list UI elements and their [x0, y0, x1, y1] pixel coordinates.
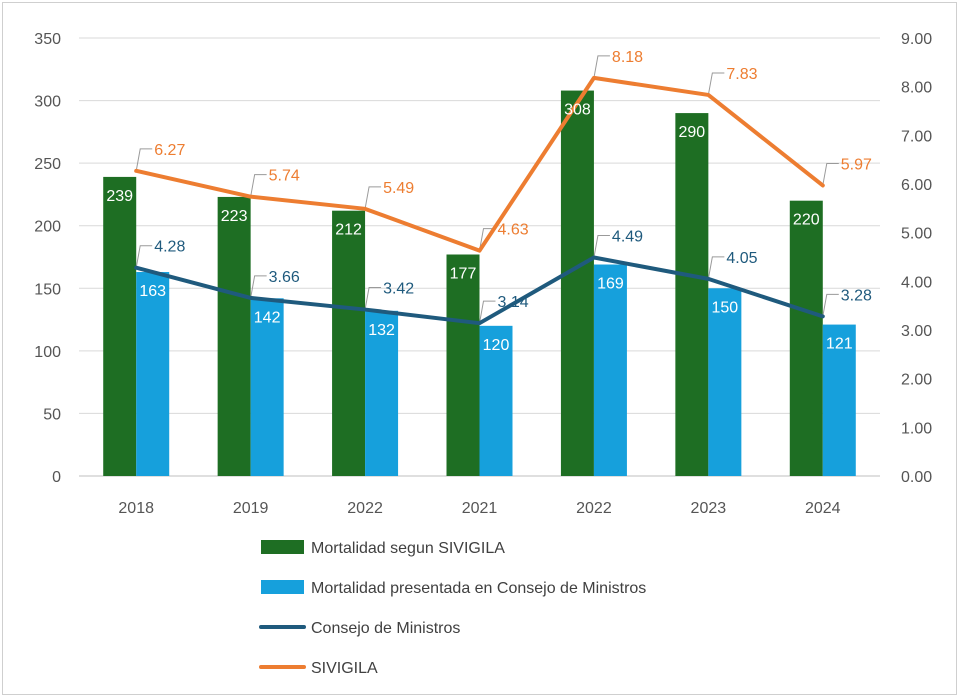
- left-tick-label: 100: [34, 344, 61, 361]
- leader-line: [250, 275, 267, 298]
- bar-data-label: 223: [221, 208, 248, 225]
- line-data-label: 8.18: [612, 49, 643, 66]
- bar-data-label: 239: [106, 188, 133, 205]
- line-data-label: 4.63: [498, 222, 529, 239]
- data-labels: 239 223 212 177 308 290 220 163 142 132 120 169 150 1…: [106, 49, 872, 354]
- left-tick-label: 200: [34, 219, 61, 236]
- left-tick-label: 350: [34, 31, 61, 48]
- line-data-label: 6.27: [154, 142, 185, 159]
- x-tick-label: 2024: [805, 500, 841, 517]
- leader-line: [250, 174, 267, 197]
- bar: [446, 254, 480, 476]
- line-data-label: 7.83: [726, 66, 757, 83]
- right-tick-label: 8.00: [901, 80, 932, 97]
- legend-swatch: [261, 540, 304, 554]
- left-axis: 0 50 100 150 200 250 300 350: [34, 31, 61, 486]
- leader-line: [707, 256, 725, 279]
- bar-data-label: 177: [450, 265, 477, 282]
- bar: [250, 298, 284, 476]
- right-tick-label: 4.00: [901, 274, 932, 291]
- line-data-label: 5.74: [269, 168, 300, 185]
- bar-data-label: 308: [564, 102, 591, 119]
- right-tick-label: 2.00: [901, 372, 932, 389]
- leader-lines: [135, 55, 839, 324]
- legend-swatch: [261, 580, 304, 594]
- left-tick-label: 150: [34, 281, 61, 298]
- leader-line: [364, 186, 382, 209]
- leader-line: [479, 300, 496, 324]
- x-tick-label: 2018: [118, 500, 154, 517]
- bar-data-label: 142: [254, 309, 281, 326]
- right-tick-label: 0.00: [901, 469, 932, 486]
- bar-data-label: 121: [826, 336, 853, 353]
- leader-line: [822, 293, 839, 317]
- left-tick-label: 300: [34, 94, 61, 111]
- right-tick-label: 5.00: [901, 226, 932, 243]
- leader-line: [707, 72, 725, 96]
- x-tick-label: 2022: [347, 500, 383, 517]
- line-data-label: 4.05: [726, 250, 757, 267]
- leader-line: [593, 234, 610, 258]
- legend-entry: SIVIGILA: [311, 660, 378, 677]
- line-data-label: 5.97: [841, 156, 872, 173]
- right-tick-label: 7.00: [901, 128, 932, 145]
- series-line: [134, 255, 825, 326]
- legend-entry: Mortalidad presentada en Consejo de Mini…: [311, 580, 646, 597]
- series-lines: [134, 75, 825, 326]
- bar: [103, 176, 137, 476]
- left-tick-label: 50: [43, 406, 61, 423]
- bar: [708, 288, 742, 476]
- leader-line: [364, 287, 382, 310]
- legend-entry: Consejo de Ministros: [311, 620, 460, 637]
- leader-line: [135, 148, 153, 171]
- right-tick-label: 9.00: [901, 31, 932, 48]
- bar: [822, 324, 856, 476]
- right-tick-label: 3.00: [901, 323, 932, 340]
- bar: [136, 272, 170, 476]
- bar-data-label: 169: [597, 276, 624, 293]
- bar: [217, 196, 251, 476]
- right-axis: 0.00 1.00 2.00 3.00 4.00 5.00 6.00 7.00 8.00 9.00: [901, 31, 932, 486]
- series-line: [134, 75, 825, 253]
- bar: [332, 210, 366, 476]
- bar-data-label: 120: [483, 337, 510, 354]
- x-tick-label: 2023: [691, 500, 727, 517]
- line-data-label: 4.28: [154, 239, 185, 256]
- bar: [365, 310, 399, 476]
- combo-chart: 0 50 100 150 200 250 300 350 0.00 1.00 2.00 3.00 4.…: [34, 31, 932, 677]
- line-data-label: 5.49: [383, 180, 414, 197]
- bar: [479, 325, 513, 476]
- legend-entry: Mortalidad segun SIVIGILA: [311, 540, 505, 557]
- right-tick-label: 1.00: [901, 420, 932, 437]
- bars: [103, 90, 856, 476]
- bar-data-label: 220: [793, 212, 820, 229]
- bar-data-label: 163: [139, 283, 166, 300]
- left-tick-label: 0: [52, 469, 61, 486]
- leader-line: [822, 162, 839, 186]
- bar-data-label: 132: [368, 322, 395, 339]
- line-data-label: 3.28: [841, 287, 872, 304]
- bar-data-label: 290: [679, 124, 706, 141]
- bar-data-label: 212: [335, 222, 362, 239]
- line-data-label: 3.42: [383, 281, 414, 298]
- right-tick-label: 6.00: [901, 177, 932, 194]
- bar: [675, 113, 709, 476]
- bar-data-label: 150: [712, 299, 739, 316]
- left-tick-label: 250: [34, 156, 61, 173]
- x-tick-label: 2022: [576, 500, 612, 517]
- line-data-label: 3.14: [498, 294, 529, 311]
- leader-line: [135, 245, 153, 268]
- x-tick-label: 2019: [233, 500, 269, 517]
- leader-line: [479, 228, 496, 251]
- line-data-label: 3.66: [269, 269, 300, 286]
- bar: [789, 200, 823, 476]
- legend: Mortalidad segun SIVIGILA Mortalidad pres…: [259, 540, 646, 677]
- line-data-label: 4.49: [612, 228, 643, 245]
- x-axis: 2018 2019 2022 2021 2022 2023 2024: [118, 500, 840, 517]
- bar: [593, 264, 627, 476]
- leader-line: [593, 55, 610, 78]
- x-tick-label: 2021: [462, 500, 498, 517]
- bar: [560, 90, 594, 476]
